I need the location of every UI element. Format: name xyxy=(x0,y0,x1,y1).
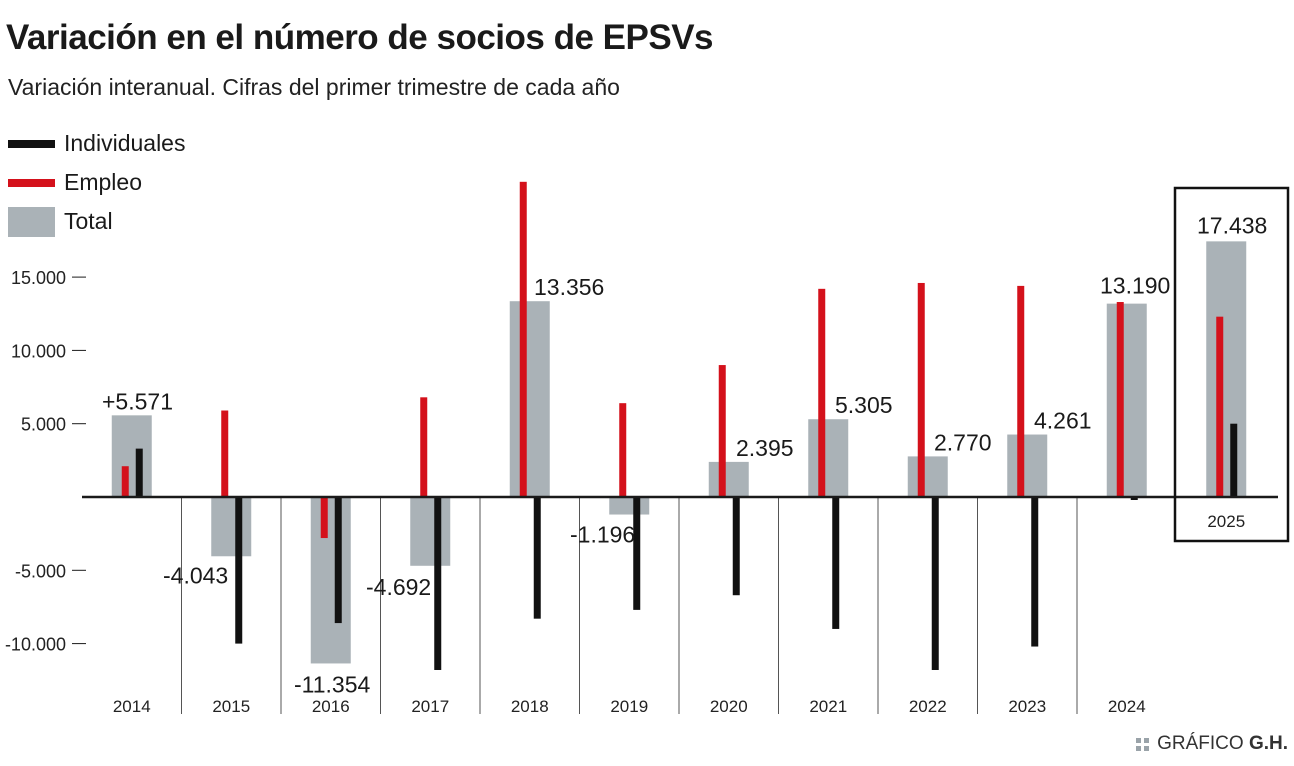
data-label-total-2021: 5.305 xyxy=(835,392,893,418)
x-tick-label-2023: 2023 xyxy=(1008,697,1046,716)
x-tick-label-2014: 2014 xyxy=(113,697,151,716)
data-label-total-2020: 2.395 xyxy=(736,435,794,461)
y-tick-label: 10.000 xyxy=(11,341,66,361)
bar-total-2017 xyxy=(410,497,451,566)
legend-label-empleo: Empleo xyxy=(64,169,142,195)
bar-individuales-2019 xyxy=(633,497,641,610)
bar-empleo-2025 xyxy=(1216,316,1224,497)
data-label-total-2018: 13.356 xyxy=(534,274,604,300)
bar-empleo-2024 xyxy=(1116,302,1124,497)
bar-empleo-2018 xyxy=(519,181,527,497)
legend-label-total: Total xyxy=(64,208,113,234)
data-label-total-2014: +5.571 xyxy=(102,388,173,414)
chart-title: Variación en el número de socios de EPSV… xyxy=(6,18,714,57)
x-tick-label-2018: 2018 xyxy=(511,697,549,716)
legend-item-individuales: Individuales xyxy=(8,124,185,163)
bar-empleo-2014 xyxy=(121,466,129,497)
credit-brand: G.H. xyxy=(1248,733,1288,754)
highlight-box xyxy=(1173,186,1290,543)
y-tick-label: 15.000 xyxy=(11,268,66,288)
bar-total-2016 xyxy=(310,497,351,664)
credit: GRÁFICO G.H. xyxy=(1136,733,1288,755)
x-tick-label-2015: 2015 xyxy=(212,697,250,716)
legend-swatch-individuales xyxy=(8,139,55,148)
y-tick-label: 5.000 xyxy=(21,415,66,435)
bar-individuales-2016 xyxy=(334,497,342,624)
x-tick-label-2019: 2019 xyxy=(610,697,648,716)
x-tick-label-2020: 2020 xyxy=(710,697,748,716)
bar-total-2014 xyxy=(111,415,152,497)
bar-individuales-2020 xyxy=(732,497,740,596)
bar-empleo-2021 xyxy=(818,288,826,497)
y-tick-label: -5.000 xyxy=(15,561,66,581)
bar-empleo-2016 xyxy=(320,497,328,539)
data-label-total-2015: -4.043 xyxy=(163,562,228,588)
data-label-total-2016: -11.354 xyxy=(294,671,371,697)
bar-total-2015 xyxy=(211,497,252,557)
bar-individuales-2021 xyxy=(832,497,840,629)
bar-total-2023 xyxy=(1007,434,1048,497)
legend: Individuales Empleo Total xyxy=(8,124,185,241)
bar-empleo-2017 xyxy=(420,397,428,497)
data-label-total-2025: 17.438 xyxy=(1197,212,1267,238)
chart-subtitle: Variación interanual. Cifras del primer … xyxy=(8,74,620,100)
y-tick-label: -10.000 xyxy=(5,635,66,655)
bar-empleo-2022 xyxy=(917,282,925,497)
data-label-total-2023: 4.261 xyxy=(1034,408,1092,434)
bar-individuales-2022 xyxy=(931,497,939,670)
bar-empleo-2019 xyxy=(619,403,627,497)
bar-total-2019 xyxy=(609,497,650,515)
bar-individuales-2024 xyxy=(1130,497,1138,500)
bar-empleo-2023 xyxy=(1017,285,1025,497)
bar-total-2020 xyxy=(708,461,749,497)
bar-individuales-2025 xyxy=(1230,423,1238,497)
legend-label-individuales: Individuales xyxy=(64,130,186,156)
data-label-total-2024: 13.190 xyxy=(1100,273,1170,299)
bar-individuales-2015 xyxy=(235,497,243,644)
bar-empleo-2015 xyxy=(221,410,229,497)
bar-total-2021 xyxy=(808,419,849,497)
bar-individuales-2023 xyxy=(1031,497,1039,647)
bar-total-2018 xyxy=(509,301,550,497)
bar-total-2024 xyxy=(1106,303,1147,497)
x-tick-label-2021: 2021 xyxy=(809,697,847,716)
legend-swatch-empleo xyxy=(8,178,55,187)
legend-swatch-total xyxy=(8,206,55,237)
legend-item-empleo: Empleo xyxy=(8,163,185,202)
x-tick-label-2022: 2022 xyxy=(909,697,947,716)
bar-total-2022 xyxy=(907,456,948,497)
bar-total-2025 xyxy=(1206,241,1247,497)
bar-individuales-2014 xyxy=(135,448,143,497)
bar-individuales-2018 xyxy=(533,497,541,619)
x-tick-label-2024: 2024 xyxy=(1108,697,1146,716)
legend-item-total: Total xyxy=(8,202,185,241)
data-label-total-2019: -1.196 xyxy=(570,522,635,548)
data-label-total-2017: -4.692 xyxy=(366,574,431,600)
x-tick-label-2016: 2016 xyxy=(312,697,350,716)
bar-empleo-2020 xyxy=(718,365,726,497)
x-tick-label-2017: 2017 xyxy=(411,697,449,716)
x-tick-label-2025: 2025 xyxy=(1207,512,1245,531)
bar-individuales-2017 xyxy=(434,497,442,670)
data-label-total-2022: 2.770 xyxy=(934,429,992,455)
dots-icon xyxy=(1136,737,1150,751)
credit-prefix: GRÁFICO xyxy=(1157,733,1249,754)
